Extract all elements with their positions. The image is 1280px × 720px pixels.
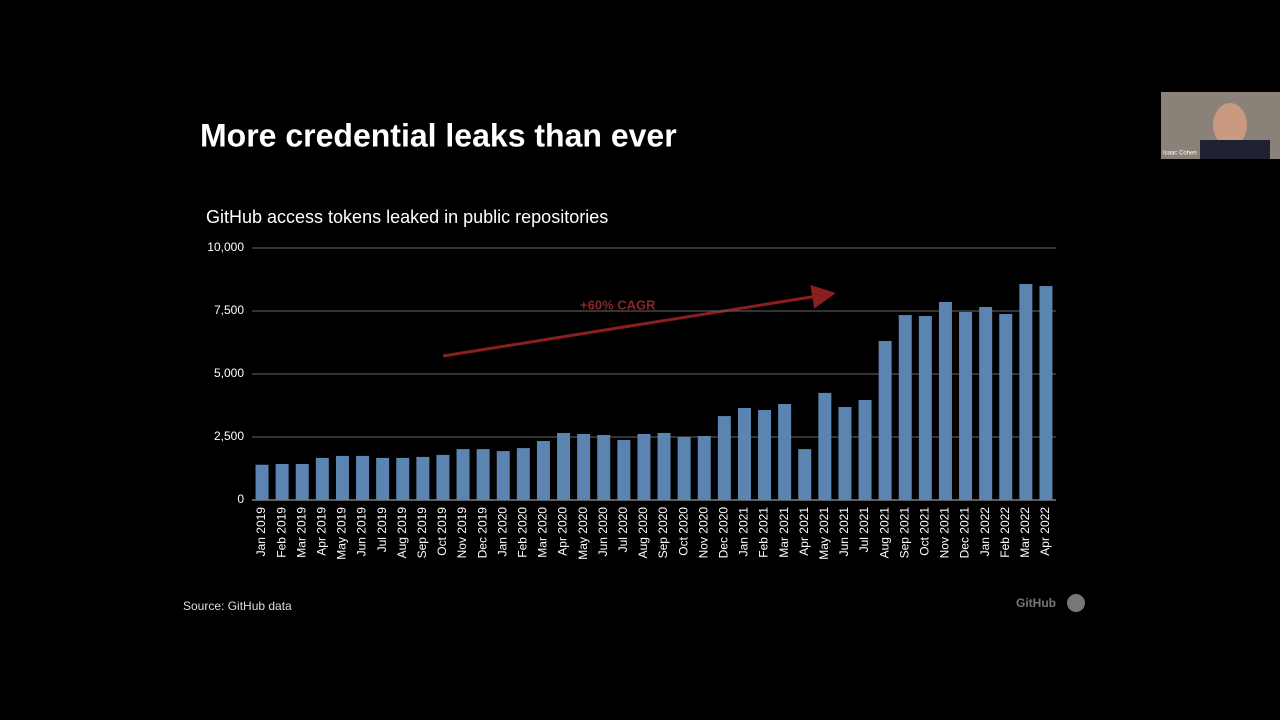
bar (878, 340, 892, 500)
bar (376, 457, 390, 500)
bar (516, 448, 530, 500)
x-tick-label: Jun 2019 (355, 507, 369, 557)
x-tick-label: Jan 2020 (495, 507, 509, 557)
x-tick-label: Nov 2021 (938, 507, 952, 559)
bar (999, 314, 1013, 500)
slide-title: More credential leaks than ever (200, 117, 677, 153)
webcam-face (1213, 103, 1247, 147)
bar (717, 416, 731, 500)
x-tick-label: Jul 2019 (375, 507, 389, 553)
bar (275, 463, 289, 500)
x-tick-label: Apr 2021 (797, 507, 811, 556)
bar (597, 434, 611, 500)
brand-logo (1067, 594, 1085, 612)
x-tick-label: Dec 2021 (958, 507, 972, 559)
x-tick-label: Jul 2020 (616, 507, 630, 553)
bar (557, 432, 571, 500)
bar (356, 455, 370, 500)
x-tick-label: Dec 2019 (475, 507, 489, 559)
bar (577, 433, 591, 500)
x-tick-label: Oct 2021 (918, 507, 932, 556)
x-tick-label: Apr 2019 (315, 507, 329, 556)
x-tick-label: Mar 2021 (777, 507, 791, 558)
x-tick-label: Oct 2020 (676, 507, 690, 556)
x-tick-label: Aug 2021 (877, 507, 891, 559)
x-tick-label: May 2021 (817, 507, 831, 560)
x-tick-label: Nov 2020 (696, 507, 710, 559)
bar (456, 449, 470, 500)
x-tick-label: Aug 2020 (636, 507, 650, 559)
bar (858, 399, 872, 500)
annotation: +60% CAGR (580, 297, 656, 312)
x-tick-label: Mar 2020 (536, 507, 550, 558)
y-tick-label: 7,500 (214, 303, 244, 317)
bar (697, 435, 711, 500)
x-tick-label: Jan 2019 (254, 507, 268, 557)
x-tick-label: Mar 2019 (294, 507, 308, 558)
x-tick-label: Sep 2019 (415, 507, 429, 559)
bar (758, 410, 772, 500)
x-tick-label: Mar 2022 (1018, 507, 1032, 558)
y-tick-label: 0 (237, 492, 244, 506)
bar (677, 437, 691, 500)
bar (1019, 284, 1033, 500)
bar (396, 457, 410, 500)
x-tick-label: Feb 2019 (274, 507, 288, 558)
bar (798, 449, 812, 500)
x-tick-label: Jan 2022 (978, 507, 992, 557)
x-tick-label: Aug 2019 (395, 507, 409, 559)
bar (898, 315, 912, 500)
bar (959, 312, 973, 500)
source: Source: GitHub data (183, 599, 292, 613)
bar (918, 316, 932, 500)
bar (657, 432, 671, 500)
bar (778, 403, 792, 500)
x-tick-label: Sep 2021 (897, 507, 911, 559)
bar (637, 433, 651, 500)
bar (476, 449, 490, 500)
bar (536, 441, 550, 500)
x-tick-label: May 2019 (335, 507, 349, 560)
bar (1039, 286, 1053, 500)
bar (938, 301, 952, 500)
y-tick-label: 5,000 (214, 366, 244, 380)
webcam-body (1200, 140, 1270, 159)
x-tick-label: Jun 2021 (837, 507, 851, 557)
x-tick-label: Dec 2020 (717, 507, 731, 559)
y-tick-label: 10,000 (207, 240, 244, 254)
x-tick-label: Apr 2022 (1038, 507, 1052, 556)
bar (295, 463, 309, 500)
webcam: Isaac Cohen (1161, 92, 1280, 159)
bar (617, 440, 631, 500)
bar (838, 407, 852, 500)
bar (496, 451, 510, 500)
x-tick-label: Jul 2021 (857, 507, 871, 553)
bar (436, 454, 450, 500)
trend-arrow (442, 284, 836, 358)
y-tick-label: 2,500 (214, 429, 244, 443)
x-tick-label: Jun 2020 (596, 507, 610, 557)
x-tick-label: Apr 2020 (556, 507, 570, 556)
bar (255, 464, 269, 500)
bar (315, 457, 329, 500)
x-tick-label: Oct 2019 (435, 507, 449, 556)
x-tick-label: Feb 2022 (998, 507, 1012, 558)
brand: GitHub (1016, 596, 1056, 610)
x-tick-label: Feb 2021 (757, 507, 771, 558)
x-tick-label: Nov 2019 (455, 507, 469, 559)
bar (416, 456, 430, 500)
bar (979, 306, 993, 500)
x-tick-label: Feb 2020 (516, 507, 530, 558)
bar (737, 408, 751, 500)
webcam-name: Isaac Cohen (1163, 151, 1197, 157)
chart-title: GitHub access tokens leaked in public re… (206, 207, 608, 227)
x-tick-label: Sep 2020 (656, 507, 670, 559)
bar (335, 455, 349, 500)
bar (818, 392, 832, 500)
x-tick-label: May 2020 (576, 507, 590, 560)
x-tick-label: Jan 2021 (737, 507, 751, 557)
